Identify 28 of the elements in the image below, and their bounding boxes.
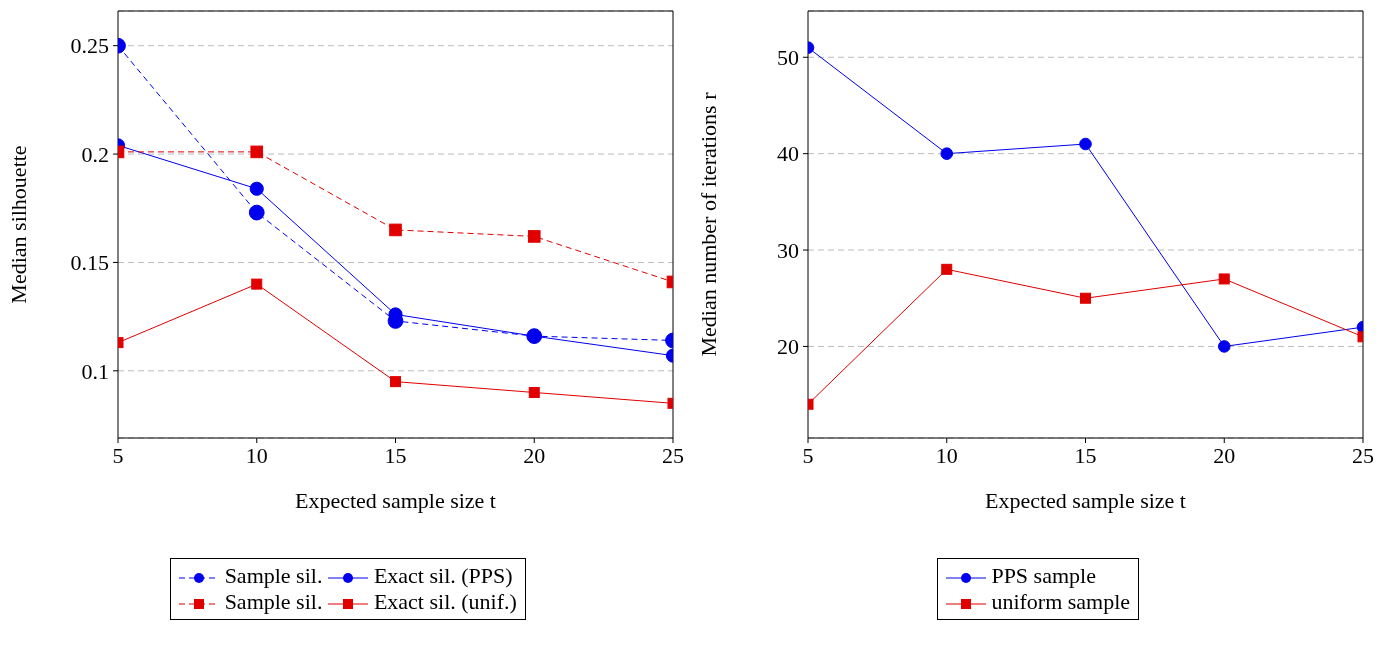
x-tick-label: 20 bbox=[523, 442, 546, 468]
legend-label: Exact sil. (unif.) bbox=[372, 589, 517, 615]
y-tick-label: 20 bbox=[777, 334, 799, 360]
x-tick-label: 25 bbox=[1352, 442, 1374, 468]
y-tick-label: 0.25 bbox=[70, 33, 109, 59]
y-axis-title: Median silhouette bbox=[5, 145, 31, 304]
legend-label: Sample sil. bbox=[223, 589, 323, 615]
x-tick-label: 10 bbox=[935, 442, 958, 468]
x-axis-title: Expected sample size t bbox=[295, 488, 496, 513]
legend-label: Sample sil. bbox=[223, 563, 323, 589]
x-tick-label: 15 bbox=[1074, 442, 1097, 468]
x-tick-label: 10 bbox=[245, 442, 268, 468]
x-tick-label: 15 bbox=[384, 442, 407, 468]
legend-label: PPS sample bbox=[990, 563, 1097, 589]
x-tick-label: 20 bbox=[1213, 442, 1236, 468]
legend-label: uniform sample bbox=[990, 589, 1131, 615]
x-axis-title: Expected sample size t bbox=[985, 488, 1186, 513]
legend-label: Exact sil. (PPS) bbox=[372, 563, 514, 589]
y-tick-label: 40 bbox=[777, 141, 799, 167]
y-tick-label: 0.2 bbox=[81, 141, 109, 167]
y-tick-label: 0.15 bbox=[70, 250, 109, 276]
y-tick-label: 50 bbox=[777, 45, 799, 71]
x-tick-label: 5 bbox=[112, 442, 124, 468]
x-tick-label: 25 bbox=[662, 442, 684, 468]
x-tick-label: 5 bbox=[802, 442, 814, 468]
y-tick-label: 30 bbox=[777, 237, 799, 263]
y-tick-label: 0.1 bbox=[81, 358, 109, 384]
y-axis-title: Median number of iterations r bbox=[695, 91, 721, 357]
